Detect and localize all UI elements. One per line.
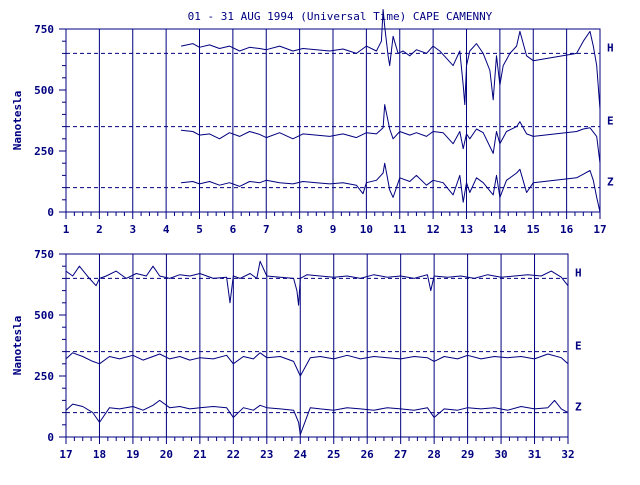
x-tick-label: 11: [393, 223, 407, 236]
y-tick-label: 0: [47, 206, 54, 219]
series-line-z: [181, 162, 601, 213]
x-tick-label: 4: [163, 223, 170, 236]
x-tick-label: 21: [193, 448, 207, 461]
x-tick-label: 30: [494, 448, 507, 461]
x-tick-label: 23: [260, 448, 273, 461]
x-tick-label: 5: [196, 223, 203, 236]
y-tick-label: 250: [34, 370, 54, 383]
y-tick-label: 750: [34, 23, 54, 36]
series-label-e: E: [607, 115, 614, 128]
series-line-h: [180, 9, 601, 110]
x-tick-label: 2: [96, 223, 103, 236]
series-line-h: [65, 260, 569, 306]
x-tick-label: 20: [160, 448, 173, 461]
x-tick-label: 31: [528, 448, 542, 461]
x-tick-label: 18: [93, 448, 106, 461]
series-line-e: [181, 104, 601, 164]
x-tick-label: 17: [59, 448, 72, 461]
y-axis-label: Nanotesla: [11, 316, 24, 376]
x-tick-label: 32: [561, 448, 574, 461]
y-tick-label: 250: [34, 145, 54, 158]
x-tick-label: 26: [361, 448, 375, 461]
y-axis-label: Nanotesla: [11, 91, 24, 151]
y-tick-label: 750: [34, 248, 54, 261]
y-tick-label: 500: [34, 309, 54, 322]
x-tick-label: 22: [227, 448, 240, 461]
x-tick-label: 1: [63, 223, 70, 236]
panel-2: 17 18 19 20 21 22 23 24 25 26 27 28 29 30 31 32 0 250 500 7…: [11, 248, 582, 461]
x-tick-label: 29: [461, 448, 474, 461]
x-tick-label: 15: [527, 223, 540, 236]
x-tick-label: 3: [129, 223, 136, 236]
x-tick-label: 6: [230, 223, 237, 236]
x-tick-label: 17: [593, 223, 606, 236]
series-label-z: Z: [607, 176, 614, 189]
x-tick-label: 16: [560, 223, 574, 236]
series-line-z: [65, 399, 569, 436]
series-label-h: H: [575, 266, 582, 279]
x-tick-label: 9: [330, 223, 337, 236]
x-tick-label: 19: [126, 448, 139, 461]
x-tick-label: 27: [394, 448, 407, 461]
y-tick-label: 500: [34, 84, 54, 97]
chart-title: 01 - 31 AUG 1994 (Universal Time) CAPE C…: [188, 10, 493, 23]
series-label-z: Z: [575, 401, 582, 414]
series-label-e: E: [575, 340, 582, 353]
x-tick-label: 10: [360, 223, 373, 236]
panels-layer: 1 2 3 4 5 6 7 8 9 10 11 12 13 14 15 16 170250500750Nanot…: [11, 9, 614, 461]
x-tick-label: 13: [460, 223, 473, 236]
x-tick-label: 14: [493, 223, 507, 236]
x-tick-label: 25: [327, 448, 340, 461]
panel-1: 1 2 3 4 5 6 7 8 9 10 11 12 13 14 15 16 170250500750Nanot…: [11, 9, 614, 236]
x-tick-label: 8: [296, 223, 303, 236]
series-line-e: [65, 352, 569, 377]
x-tick-label: 7: [263, 223, 270, 236]
x-tick-label: 12: [427, 223, 440, 236]
x-tick-label: 28: [428, 448, 441, 461]
series-label-h: H: [607, 41, 614, 54]
x-tick-label: 24: [294, 448, 308, 461]
y-tick-label: 0: [47, 431, 54, 444]
